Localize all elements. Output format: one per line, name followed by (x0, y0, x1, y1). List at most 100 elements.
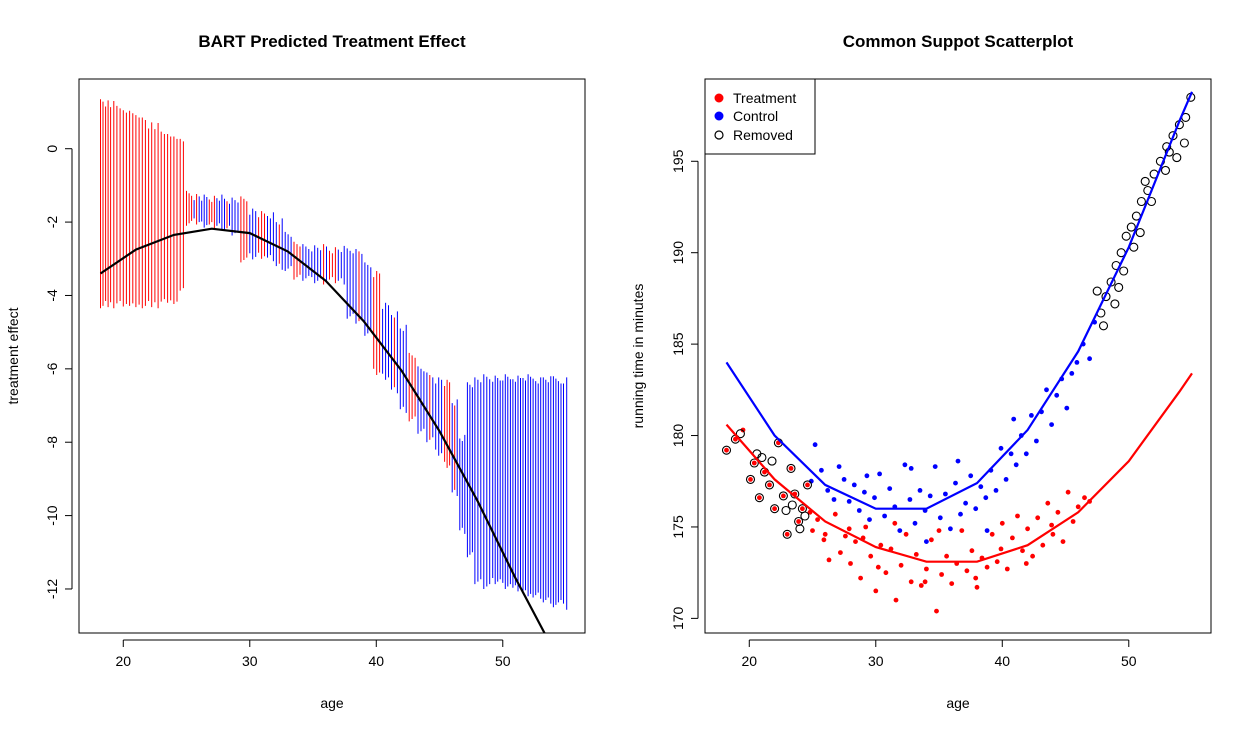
treatment-point (959, 528, 965, 533)
treatment-point (858, 575, 863, 581)
treatment-point (1023, 561, 1029, 566)
control-point (1087, 356, 1092, 362)
left-x-tick-label: 50 (495, 653, 511, 669)
treatment-point (757, 495, 762, 501)
control-point (1049, 422, 1054, 427)
right-x-axis: 20 30 40 50 (741, 639, 1137, 669)
treatment-point (969, 548, 975, 554)
removed-point (1172, 153, 1182, 163)
treatment-point (868, 553, 874, 559)
removed-point (1135, 228, 1145, 238)
control-point (808, 478, 814, 484)
control-point (993, 488, 999, 493)
control-point (983, 495, 989, 501)
removed-point (1160, 165, 1171, 175)
removed-point (1119, 266, 1129, 276)
control-point (908, 466, 914, 471)
control-point (1003, 477, 1009, 482)
treatment-point (1010, 535, 1015, 541)
control-point (825, 488, 831, 493)
right-chart-title: Common Suppot Scatterplot (843, 32, 1074, 51)
treatment-point (929, 537, 934, 543)
control-point (1074, 360, 1080, 365)
treatment-point (892, 520, 898, 526)
right-y-tick-label: 190 (670, 241, 686, 265)
removed-point (795, 524, 805, 534)
right-x-axis-label: age (946, 695, 970, 711)
treatment-point (883, 570, 889, 576)
treatment-point (796, 519, 801, 524)
control-point (1011, 416, 1017, 422)
removed-point (745, 474, 756, 484)
treatment-point (848, 561, 853, 566)
treatment-point (994, 559, 1000, 565)
control-point (831, 497, 837, 502)
treatment-point (815, 517, 820, 522)
treatment-point (949, 581, 955, 586)
treatment-point (1015, 513, 1020, 519)
control-point (907, 497, 913, 502)
removed-point (782, 529, 792, 539)
control-point (968, 473, 974, 479)
control-point (973, 506, 979, 512)
control-point (917, 488, 923, 493)
treatment-point (924, 566, 929, 572)
right-x-tick-label: 50 (1121, 653, 1137, 669)
treatment-point (893, 597, 899, 603)
control-point (1023, 451, 1029, 457)
removed-point (735, 429, 745, 439)
treatment-point (805, 482, 810, 488)
removed-point (1136, 196, 1146, 207)
treatment-point (810, 528, 815, 533)
control-point (856, 508, 862, 513)
control-point (819, 467, 824, 473)
treatment-point (751, 460, 757, 466)
control-point (846, 499, 852, 504)
control-point (882, 513, 887, 519)
control-point (955, 458, 961, 464)
treatment-point (918, 583, 924, 588)
left-y-tick-label: -12 (44, 579, 60, 599)
treatment-point (939, 572, 944, 577)
control-point (1013, 462, 1019, 468)
treatment-point (838, 550, 843, 555)
treatment-point (1035, 515, 1041, 521)
treatment-point (1030, 553, 1035, 559)
removed-point (1114, 282, 1124, 292)
control-point (836, 464, 842, 469)
right-x-tick-label: 20 (741, 653, 757, 669)
control-point (1044, 387, 1049, 393)
control-point (812, 442, 818, 448)
treatment-point (781, 493, 786, 499)
treatment-point (1075, 504, 1081, 510)
removed-point (1126, 222, 1136, 232)
treatment-point (989, 531, 995, 537)
treatment-point (913, 552, 919, 557)
control-point (877, 471, 882, 477)
treatment-point (767, 482, 772, 488)
treatment-point (1065, 489, 1071, 495)
treatment-point (1049, 522, 1054, 528)
control-point (862, 489, 867, 495)
control-point (1064, 405, 1070, 411)
control-point (1034, 438, 1039, 444)
treatment-point (964, 568, 970, 574)
treatment-point (1082, 495, 1087, 501)
treatment-point (788, 466, 794, 471)
control-point (1054, 392, 1060, 398)
control-point (958, 511, 963, 517)
treatment-point (826, 557, 832, 563)
left-y-tick-label: -4 (44, 289, 60, 302)
left-y-tick-label: 0 (44, 145, 60, 153)
treatment-point (784, 531, 790, 537)
control-point (1069, 371, 1075, 376)
left-y-axis-label: treatment effect (5, 307, 21, 404)
control-point (912, 520, 918, 526)
control-point (937, 515, 943, 521)
treatment-point (1060, 539, 1066, 544)
treatment-point (800, 506, 805, 512)
removed-point (754, 493, 764, 503)
treatment-point (1045, 500, 1051, 506)
legend-removed-marker (714, 130, 724, 140)
